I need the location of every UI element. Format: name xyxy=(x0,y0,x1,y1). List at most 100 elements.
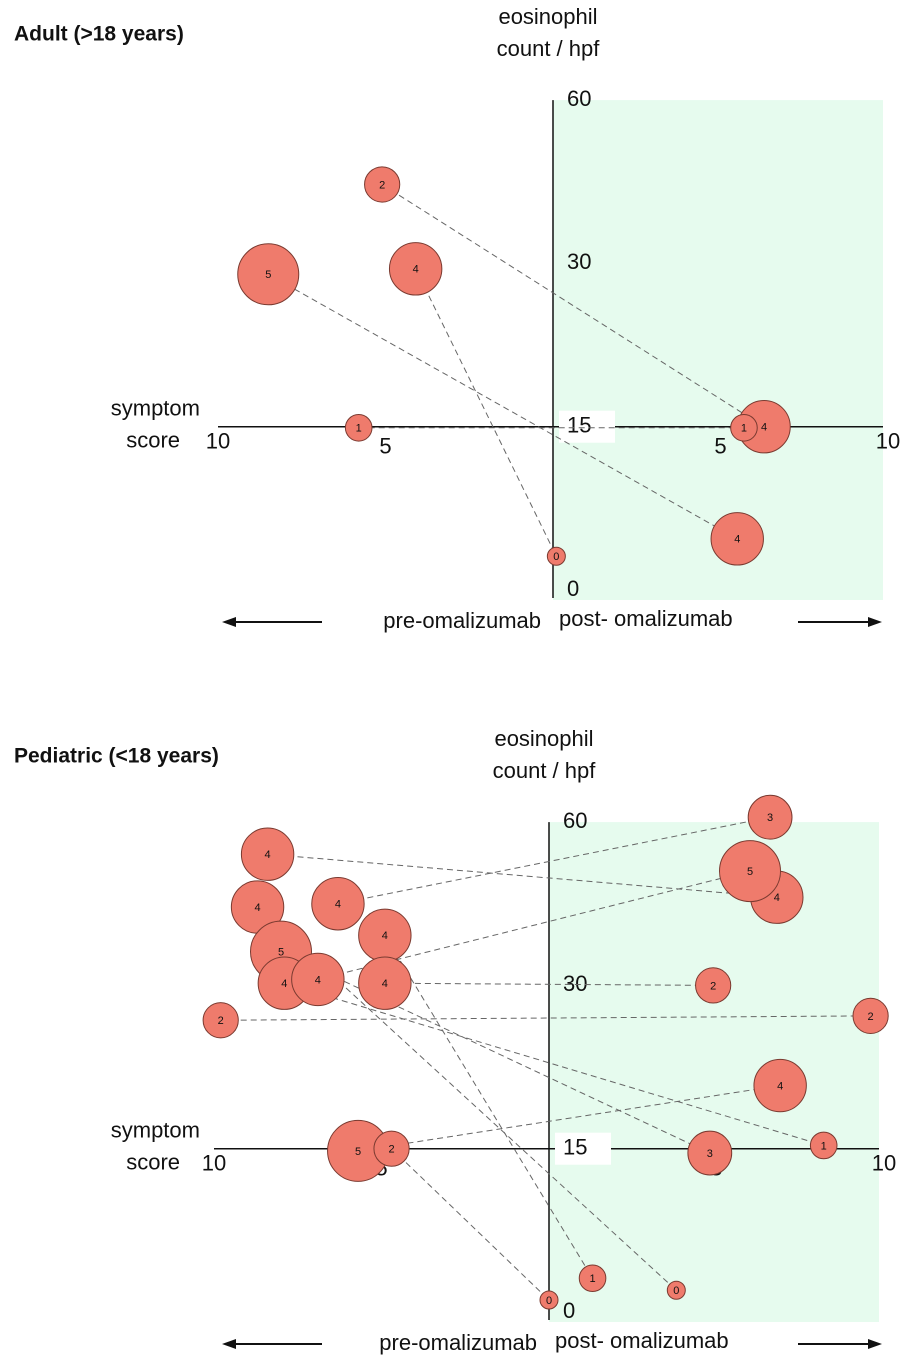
post-region xyxy=(553,100,883,600)
bubble-label: 1 xyxy=(356,423,362,435)
bubble-label: 1 xyxy=(741,423,747,435)
bubble-label: 3 xyxy=(767,812,773,824)
x-tick-label: 5 xyxy=(379,434,391,459)
x-tick-label: 10 xyxy=(876,429,900,454)
bubble xyxy=(852,997,889,1034)
connector xyxy=(391,1148,550,1301)
bubble-label: 2 xyxy=(218,1015,224,1027)
bubble xyxy=(311,877,365,931)
arrow-head xyxy=(868,1339,882,1349)
bubble xyxy=(240,827,295,881)
connector xyxy=(415,268,557,557)
y-axis-label: eosinophil xyxy=(498,4,597,29)
bubble-label: 5 xyxy=(355,1146,361,1158)
bubble-label: 4 xyxy=(265,849,271,861)
bubble xyxy=(695,967,732,1004)
pre-label: pre-omalizumab xyxy=(383,608,541,633)
bubble xyxy=(539,1290,559,1310)
x-axis-label: symptom xyxy=(111,396,200,421)
y-tick-label: 15 xyxy=(567,413,591,438)
bubble-label: 4 xyxy=(413,264,419,276)
bubble xyxy=(344,413,373,442)
x-axis-label: symptom xyxy=(111,1118,200,1143)
connector xyxy=(267,853,777,898)
bubble xyxy=(730,413,758,442)
connector xyxy=(284,982,824,1146)
bubble xyxy=(364,166,401,203)
connector xyxy=(384,982,714,986)
y-axis-label: count / hpf xyxy=(493,758,597,783)
tick-label-bg xyxy=(555,1132,611,1165)
y-tick-label: 60 xyxy=(563,808,587,833)
bubble-label: 0 xyxy=(673,1285,679,1297)
y-tick-label: 60 xyxy=(567,86,591,111)
bubble xyxy=(687,1130,733,1176)
bubble-label: 4 xyxy=(382,930,388,942)
bubble-label: 2 xyxy=(379,179,385,191)
y-axis-label: count / hpf xyxy=(497,36,601,61)
connector xyxy=(381,184,765,428)
bubble xyxy=(753,1058,807,1113)
connector xyxy=(384,935,593,1279)
bubble-label: 3 xyxy=(707,1148,713,1160)
bubble xyxy=(237,243,300,306)
x-axis-label: score xyxy=(126,1150,180,1175)
bubble xyxy=(546,546,566,566)
chart-title: Adult (>18 years) xyxy=(14,23,184,46)
bubble-label: 4 xyxy=(774,892,780,904)
bubble xyxy=(809,1131,838,1160)
bubble-label: 5 xyxy=(278,947,284,959)
bubble xyxy=(747,794,793,840)
bubble-label: 4 xyxy=(382,978,388,990)
post-label: post- omalizumab xyxy=(555,1328,729,1353)
bubble-label: 2 xyxy=(710,980,716,992)
bubble-label: 4 xyxy=(315,974,321,986)
arrow-head xyxy=(222,617,236,627)
tick-label-bg xyxy=(559,410,615,443)
bubble-label: 0 xyxy=(546,1295,552,1307)
bubble-label: 0 xyxy=(553,551,559,563)
arrow-head xyxy=(222,1339,236,1349)
y-tick-label: 30 xyxy=(567,249,591,274)
x-tick-label: 10 xyxy=(872,1151,896,1176)
post-region xyxy=(549,822,879,1322)
y-axis-label: eosinophil xyxy=(494,726,593,751)
connector xyxy=(357,1085,781,1152)
bubble xyxy=(719,840,781,903)
bubble xyxy=(388,242,443,296)
x-tick-label: 10 xyxy=(206,429,230,454)
bubble-label: 2 xyxy=(388,1144,394,1156)
bubble xyxy=(202,1002,239,1039)
arrow-head xyxy=(868,617,882,627)
chart-title: Pediatric (<18 years) xyxy=(14,745,219,768)
y-tick-label: 15 xyxy=(563,1135,587,1160)
bubble-label: 5 xyxy=(265,269,271,281)
bubble-label: 1 xyxy=(821,1140,827,1152)
bubble-label: 4 xyxy=(254,902,260,914)
bubble xyxy=(710,512,764,566)
y-tick-label: 0 xyxy=(567,576,579,601)
x-axis-label: score xyxy=(126,428,180,453)
x-tick-label: 10 xyxy=(202,1151,226,1176)
bubble xyxy=(578,1264,607,1293)
bubble-label: 4 xyxy=(734,534,740,546)
bubble-label: 4 xyxy=(335,899,341,911)
bubble-label: 2 xyxy=(868,1011,874,1023)
pre-label: pre-omalizumab xyxy=(379,1330,537,1355)
bubble-label: 4 xyxy=(761,422,767,434)
y-tick-label: 0 xyxy=(563,1298,575,1323)
connector xyxy=(220,1015,871,1021)
post-label: post- omalizumab xyxy=(559,606,733,631)
bubble xyxy=(358,956,412,1010)
bubble-label: 4 xyxy=(281,978,287,990)
x-tick-label: 5 xyxy=(714,434,726,459)
bubble xyxy=(373,1130,410,1167)
bubble xyxy=(291,952,345,1007)
connector xyxy=(337,816,771,905)
bubble-label: 4 xyxy=(777,1080,783,1092)
bubble-label: 5 xyxy=(747,866,753,878)
y-tick-label: 30 xyxy=(563,971,587,996)
bubble xyxy=(666,1280,686,1300)
bubble-label: 1 xyxy=(589,1273,595,1285)
